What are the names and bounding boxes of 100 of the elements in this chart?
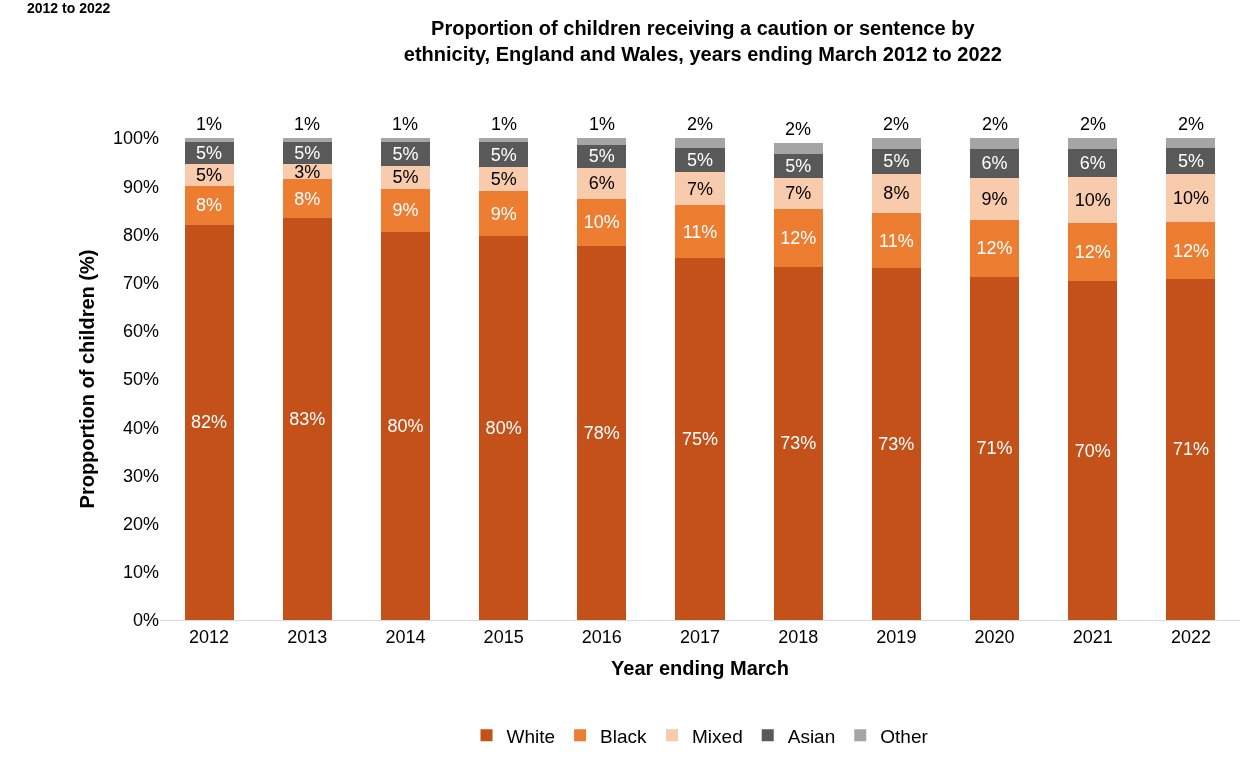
- x-tick-label: 2018: [778, 626, 819, 647]
- data-label: 73%: [878, 434, 915, 455]
- x-tick-label: 2021: [1072, 626, 1113, 647]
- data-label: 12%: [1172, 240, 1209, 261]
- y-tick-label: 100%: [112, 128, 159, 149]
- y-tick-label: 80%: [122, 224, 159, 245]
- data-label: 8%: [196, 195, 223, 216]
- data-label: 10%: [583, 212, 620, 233]
- data-label: 5%: [490, 169, 517, 190]
- bar: [773, 266, 823, 620]
- x-tick-label: 2012: [189, 626, 230, 647]
- bar: [184, 138, 234, 142]
- data-label: 5%: [785, 155, 812, 176]
- data-label: 5%: [196, 164, 223, 185]
- data-label: 5%: [196, 142, 223, 163]
- x-tick-label: 2016: [581, 626, 622, 647]
- legend-label: White: [506, 725, 556, 747]
- bar: [479, 138, 529, 143]
- data-label: 2%: [982, 114, 1009, 134]
- data-label: 12%: [780, 228, 817, 249]
- x-tick-label: 2022: [1170, 626, 1211, 647]
- data-label: 5%: [490, 144, 517, 165]
- data-label: 78%: [583, 422, 620, 443]
- bar: [773, 209, 823, 267]
- data-label: 9%: [392, 200, 419, 221]
- data-label: 5%: [588, 146, 615, 167]
- bar: [282, 218, 332, 620]
- bar: [1068, 138, 1118, 149]
- x-tick-label: 2014: [385, 626, 426, 647]
- y-axis-title: Propportion of children (%): [76, 249, 99, 509]
- data-label: 5%: [392, 143, 419, 164]
- bar: [970, 138, 1020, 150]
- text: 2012 to 2022: [27, 0, 111, 16]
- data-label: 11%: [879, 230, 914, 251]
- data-label: 11%: [682, 221, 718, 242]
- bar: [184, 224, 234, 620]
- bar: [479, 236, 529, 620]
- data-label: 5%: [883, 151, 910, 172]
- y-tick-label: 70%: [122, 272, 159, 293]
- data-label: 73%: [780, 433, 817, 454]
- legend-label: Other: [880, 725, 929, 747]
- data-label: 3%: [294, 161, 321, 182]
- data-label: 8%: [294, 188, 321, 209]
- bar: [380, 138, 430, 142]
- y-tick-label: 50%: [122, 369, 159, 390]
- data-label: 82%: [191, 412, 228, 433]
- data-label: 1%: [491, 114, 518, 134]
- data-label: 5%: [1177, 150, 1204, 171]
- data-label: 1%: [589, 114, 616, 134]
- bar: [1166, 278, 1216, 620]
- data-label: 70%: [1074, 440, 1111, 461]
- y-tick-label: 10%: [122, 562, 159, 583]
- data-label: 9%: [981, 188, 1008, 209]
- x-tick-label: 2015: [483, 626, 524, 647]
- data-label: 1%: [196, 114, 223, 134]
- data-label: 6%: [981, 153, 1008, 174]
- chart-title: Proportion of children receiving a caution or sentence by ethnicity, England and Wales, years ending March 2012 to 2022: [403, 16, 1002, 65]
- bar: [577, 245, 627, 620]
- legend-label: Mixed: [692, 725, 743, 747]
- y-tick-label: 0%: [132, 610, 159, 631]
- bar: [970, 219, 1020, 277]
- bar: [773, 142, 823, 154]
- y-tick-label: 60%: [122, 321, 159, 342]
- bar: [871, 213, 921, 269]
- data-label: 80%: [485, 418, 522, 439]
- y-tick-label: 40%: [122, 417, 159, 438]
- bar: [380, 188, 430, 232]
- data-label: 6%: [588, 173, 615, 194]
- data-label: 12%: [976, 238, 1013, 259]
- data-label: 8%: [883, 183, 910, 204]
- x-tick-label: 2019: [876, 626, 917, 647]
- data-label: 9%: [490, 203, 517, 224]
- data-label: 5%: [392, 167, 419, 188]
- data-label: 83%: [289, 409, 326, 430]
- data-label: 7%: [686, 178, 714, 199]
- bar: [282, 138, 332, 142]
- data-label: 2%: [785, 119, 812, 139]
- data-label: 5%: [686, 149, 714, 170]
- data-label: 1%: [294, 114, 321, 134]
- y-tick-label: 30%: [122, 465, 159, 486]
- data-label: 71%: [976, 438, 1013, 459]
- data-label: 2%: [1080, 114, 1107, 134]
- data-label: 5%: [294, 142, 321, 163]
- bar: [675, 138, 725, 149]
- data-label: 10%: [1172, 188, 1209, 209]
- data-label: 6%: [1079, 152, 1106, 173]
- data-label: 1%: [392, 114, 419, 134]
- bar: [675, 258, 725, 620]
- y-tick-label: 20%: [122, 513, 159, 534]
- x-axis-title: Year ending March: [611, 657, 789, 680]
- x-tick-label: 2017: [679, 626, 721, 647]
- data-label: 75%: [681, 429, 719, 450]
- y-tick-label: 90%: [122, 176, 159, 197]
- data-label: 10%: [1074, 189, 1111, 210]
- bar: [675, 205, 725, 259]
- bar: [1166, 222, 1216, 279]
- x-tick-label: 2020: [974, 626, 1015, 647]
- bar: [970, 276, 1020, 620]
- data-label: 2%: [1178, 114, 1205, 134]
- data-label: 71%: [1172, 439, 1209, 460]
